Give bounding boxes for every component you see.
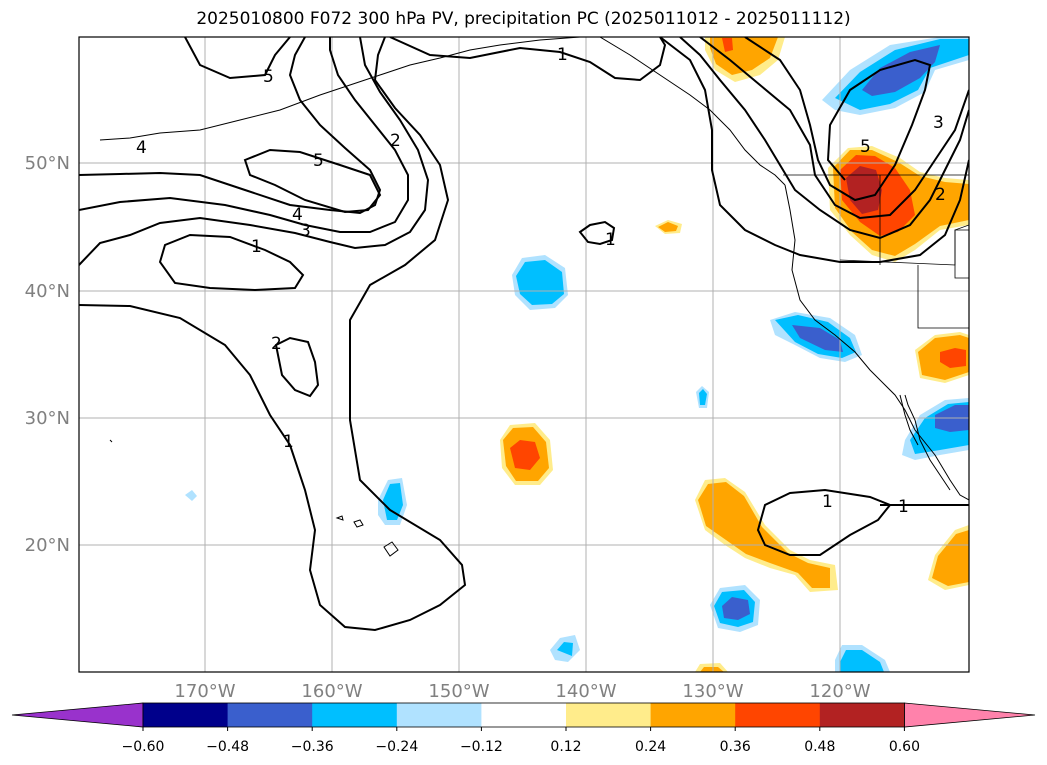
colorbar-bin — [143, 703, 229, 727]
colorbar-bin — [481, 703, 567, 727]
map-title: 2025010800 F072 300 hPa PV, precipitatio… — [196, 9, 851, 29]
colorbar-tick-label: 0.48 — [804, 739, 835, 755]
contour-label: 3 — [300, 221, 311, 241]
lat-label: 50°N — [25, 153, 70, 174]
colorbar-bin — [566, 703, 652, 727]
contour-label: 1 — [898, 497, 909, 517]
contour-label: 2 — [271, 334, 282, 354]
contour-label: 3 — [933, 113, 944, 133]
colorbar-bin — [312, 703, 398, 727]
plot-frame — [78, 36, 970, 673]
colorbar-bin — [650, 703, 736, 727]
contour-label: 1 — [283, 432, 294, 452]
contour-label: 4 — [136, 138, 147, 158]
colorbar-bin — [396, 703, 482, 727]
lat-label: 40°N — [25, 281, 70, 302]
contour-label: 5 — [263, 67, 274, 87]
contour-label: 1 — [822, 492, 833, 512]
map-plot-area: 5 4 5 4 3 2 1 1 2 1 1 1 1 5 3 2 — [79, 37, 969, 672]
colorbar-extend-min — [11, 702, 144, 728]
colorbar-bin — [735, 703, 821, 727]
lat-labels: 50°N 40°N 30°N 20°N — [25, 153, 70, 556]
lon-label: 160°W — [301, 681, 362, 702]
colorbar-tick-label: −0.48 — [206, 739, 249, 755]
colorbar-tick-label: 0.12 — [550, 739, 581, 755]
colorbar-bin — [819, 703, 905, 727]
colorbar-tick-label: −0.60 — [122, 739, 165, 755]
colorbar-tick-label: 0.36 — [720, 739, 751, 755]
lat-label: 30°N — [25, 408, 70, 429]
contour-label: 5 — [860, 137, 871, 157]
contour-label: 5 — [313, 151, 324, 171]
contour-label: 1 — [251, 237, 262, 257]
lon-label: 130°W — [682, 681, 743, 702]
lon-label: 150°W — [428, 681, 489, 702]
colorbar-tick-label: −0.36 — [291, 739, 334, 755]
colorbar-tick-label: 0.60 — [889, 739, 920, 755]
colorbar-tick-label: −0.12 — [460, 739, 503, 755]
lon-label: 170°W — [174, 681, 235, 702]
lat-label: 20°N — [25, 535, 70, 556]
colorbar-tick-label: −0.24 — [375, 739, 418, 755]
contour-label: 1 — [605, 230, 616, 250]
colorbar-bin — [227, 703, 313, 727]
lon-labels: 170°W 160°W 150°W 140°W 130°W 120°W — [174, 681, 870, 702]
colorbar-outline — [142, 702, 905, 728]
colorbar-tick-label: 0.24 — [635, 739, 666, 755]
colorbar-extend-max — [904, 702, 1036, 728]
contour-label: 4 — [292, 205, 303, 225]
contour-label: 2 — [935, 185, 946, 205]
contour-label: 1 — [557, 45, 568, 65]
colorbar: −0.60 −0.48 −0.36 −0.24 −0.12 0.12 0.24 0.36 0.4… — [11, 702, 1036, 755]
pv-contours — [79, 37, 969, 632]
lon-label: 120°W — [809, 681, 870, 702]
contour-label: 2 — [390, 131, 401, 151]
contour-labels: 5 4 5 4 3 2 1 1 2 1 1 1 1 5 3 2 — [136, 45, 946, 517]
lon-label: 140°W — [555, 681, 616, 702]
